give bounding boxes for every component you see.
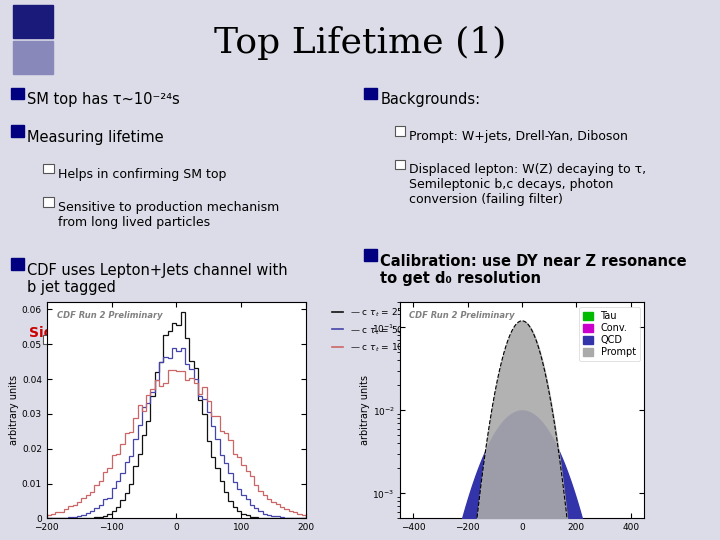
Text: Helps in confirming SM top: Helps in confirming SM top bbox=[58, 168, 226, 181]
Text: Sensitive to production mechanism
from long lived particles: Sensitive to production mechanism from l… bbox=[58, 201, 279, 229]
Bar bbox=[13, 40, 53, 73]
Bar bbox=[364, 249, 377, 261]
Text: Calibration: use DY near Z resonance
to get d₀ resolution: Calibration: use DY near Z resonance to … bbox=[380, 254, 687, 286]
Bar bbox=[11, 258, 24, 270]
Y-axis label: arbitrary units: arbitrary units bbox=[360, 375, 369, 445]
Bar bbox=[13, 5, 53, 38]
Bar bbox=[11, 125, 24, 137]
Bar bbox=[11, 87, 24, 99]
Text: Top Lifetime (1): Top Lifetime (1) bbox=[214, 26, 506, 60]
X-axis label: Track d$_0$ ($\mu$m): Track d$_0$ ($\mu$m) bbox=[487, 538, 557, 540]
Text: Backgrounds:: Backgrounds: bbox=[380, 92, 480, 107]
Bar bbox=[395, 159, 405, 169]
Text: Prompt: W+jets, Drell-Yan, Diboson: Prompt: W+jets, Drell-Yan, Diboson bbox=[409, 130, 628, 143]
Text: Measuring lifetime: Measuring lifetime bbox=[27, 130, 164, 145]
Text: CDF Run 2 Preliminary: CDF Run 2 Preliminary bbox=[57, 310, 163, 320]
X-axis label: Observed electron d$_0$ ($\mu$m): Observed electron d$_0$ ($\mu$m) bbox=[111, 538, 242, 540]
Text: Electron BG Template: Electron BG Template bbox=[432, 329, 552, 339]
Text: CDF uses Lepton+Jets channel with
b jet tagged: CDF uses Lepton+Jets channel with b jet … bbox=[27, 263, 288, 295]
Text: Signal template: Signal template bbox=[29, 326, 153, 340]
Bar bbox=[395, 126, 405, 136]
Legend: — c $\tau_t$ = 25 $\mu$m, — c $\tau_t$ = 50 $\mu$m, — c $\tau_t$ = 100 $\mu$m: — c $\tau_t$ = 25 $\mu$m, — c $\tau_t$ =… bbox=[328, 302, 431, 357]
Bar bbox=[43, 198, 54, 207]
Text: SM top has τ~10⁻²⁴s: SM top has τ~10⁻²⁴s bbox=[27, 92, 180, 107]
Text: Measure lepton impact parameter
(d₀): Measure lepton impact parameter (d₀) bbox=[58, 339, 271, 367]
Legend: Tau, Conv., QCD, Prompt: Tau, Conv., QCD, Prompt bbox=[579, 307, 639, 361]
Bar bbox=[43, 335, 54, 344]
Y-axis label: arbitrary units: arbitrary units bbox=[9, 375, 19, 445]
Bar bbox=[43, 164, 54, 173]
Bar bbox=[364, 87, 377, 99]
Text: CDF Run 2 Preliminary: CDF Run 2 Preliminary bbox=[410, 310, 515, 320]
Text: Displaced lepton: W(Z) decaying to τ,
Semileptonic b,c decays, photon
conversion: Displaced lepton: W(Z) decaying to τ, Se… bbox=[409, 163, 646, 206]
